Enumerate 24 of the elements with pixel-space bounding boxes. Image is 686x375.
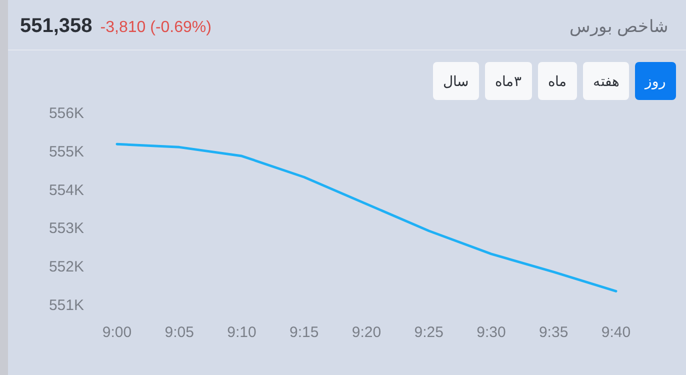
y-tick-label: 552K	[48, 258, 84, 276]
x-tick-label: 9:00	[102, 324, 132, 341]
y-tick-label: 554K	[48, 182, 84, 199]
x-tick-label: 9:40	[601, 324, 631, 341]
button: ماه	[538, 62, 577, 100]
x-tick-label: 9:30	[476, 324, 506, 341]
button: ۳ماه	[485, 62, 532, 100]
y-tick-label: 551K	[48, 297, 84, 314]
line-series	[116, 142, 618, 292]
x-tick-label: 9:10	[227, 324, 256, 341]
x-tick-label: 9:25	[414, 324, 444, 341]
chart-title: شاخص بورس	[569, 17, 668, 37]
x-tick-label: 9:05	[164, 324, 194, 341]
y-tick-label: 556K	[48, 105, 84, 122]
x-tick-label: 9:35	[538, 324, 568, 341]
text: 551,358	[20, 15, 92, 37]
button: هفته	[583, 62, 629, 100]
text: -3,810 (-0.69%)	[100, 19, 212, 36]
button: روز	[635, 62, 676, 100]
x-tick-label: 9:20	[352, 324, 382, 341]
x-tick-label: 9:15	[290, 324, 319, 341]
button: سال	[433, 62, 479, 100]
y-tick-label: 553K	[48, 220, 84, 238]
y-tick-label: 555K	[48, 143, 84, 160]
